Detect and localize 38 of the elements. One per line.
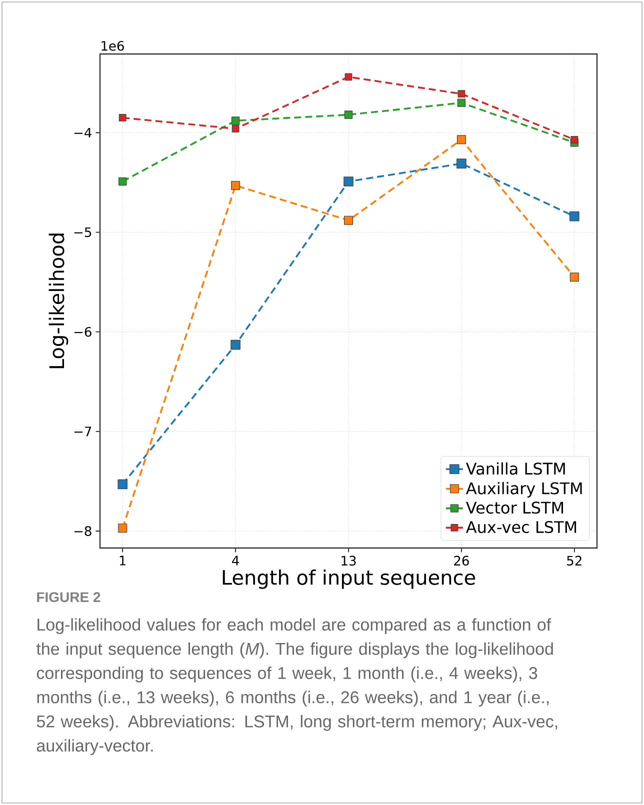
- point: [570, 211, 580, 222]
- point: [344, 110, 353, 119]
- x-axis-title: Length of input sequence: [222, 569, 476, 589]
- point: [231, 180, 240, 190]
- point: [344, 176, 354, 186]
- y-tick-label: −5: [74, 227, 92, 238]
- x-tick-label: 26: [454, 556, 469, 566]
- point: [118, 114, 126, 122]
- legend-label: Auxiliary LSTM: [466, 482, 582, 498]
- text: Log-likelihood values for each model are compared as a function of the input sequence length (M). The figure displays the log-likelihood corresponding to sequences of 1 week, 1 month (i.e., 4 weeks), 3 months (i.e., 13 weeks), 6 months (i.e., 26 weeks), and 1 year (i.e., 52 weeks). Abbreviations: LSTM, long short-term memory; Aux-vec, auxiliary-vector.: [36, 618, 558, 756]
- y-tick-label: −8: [74, 526, 92, 536]
- point: [118, 177, 127, 186]
- caption: FIGURE 2: [37, 592, 100, 602]
- x-tick-label: 1: [120, 556, 126, 566]
- point: [232, 124, 240, 132]
- legend-label: Vanilla LSTM: [466, 462, 565, 475]
- x-tick-label: 52: [567, 556, 582, 566]
- x-tick-label: 13: [342, 556, 356, 566]
- point: [456, 135, 466, 144]
- point: [344, 216, 353, 225]
- y-tick-label: −4: [74, 128, 92, 138]
- point: [344, 73, 352, 81]
- point: [457, 98, 466, 107]
- point: [570, 136, 578, 144]
- point: [456, 158, 466, 168]
- point: [231, 116, 240, 125]
- y-tick-label: −6: [74, 326, 92, 337]
- y-axis-title: Log-likelihood: [48, 234, 68, 368]
- x-tick-label: 4: [232, 556, 239, 566]
- legend-label: Vector LSTM: [466, 502, 564, 514]
- legend-label: Aux-vec LSTM: [466, 521, 576, 534]
- point: [118, 524, 128, 533]
- text: 1e6: [102, 40, 124, 51]
- y-tick-label: −7: [74, 426, 92, 436]
- point: [230, 340, 240, 350]
- point: [570, 272, 579, 282]
- point: [118, 479, 128, 490]
- point: [458, 90, 466, 98]
